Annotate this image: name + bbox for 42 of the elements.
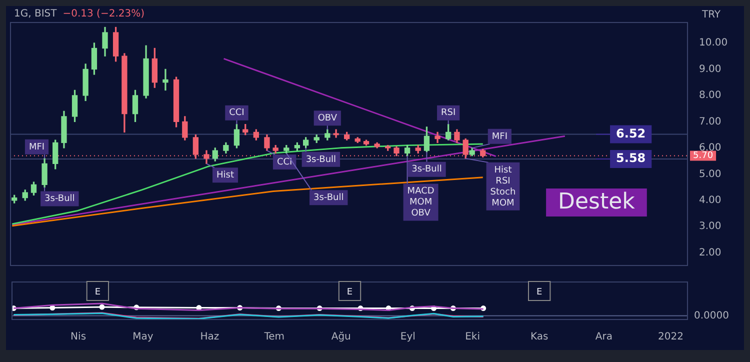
x-tick-label: 2022: [658, 332, 684, 343]
annotation: 3s-Bull: [412, 164, 442, 175]
ref-line-label: 0.0000: [694, 310, 729, 322]
annotation: E: [346, 287, 353, 298]
y-tick-label: 10.00: [699, 38, 728, 49]
annotation: OBV: [318, 113, 338, 124]
y-tick-label: 9.00: [699, 64, 722, 75]
y-tick-label: 8.00: [699, 90, 722, 102]
y-axis-title: TRY: [701, 10, 722, 21]
ref-line-label: 6.52: [616, 126, 646, 140]
annotation: CCI: [276, 157, 292, 168]
annotation: E: [94, 287, 101, 298]
x-tick-label: Nis: [70, 332, 86, 343]
x-tick-label: Ara: [595, 332, 613, 343]
annotation: Destek: [558, 189, 636, 214]
x-tick-label: Eki: [465, 332, 480, 343]
annotation: RSI: [441, 108, 456, 118]
y-tick-label: 3.00: [699, 221, 722, 232]
y-tick-label: 2.00: [699, 247, 722, 258]
ref-line-label: 5.70: [693, 151, 714, 162]
chart-subtitle: −0.13 (−2.23%): [62, 8, 145, 20]
annotation: E: [536, 287, 542, 298]
y-tick-label: 7.00: [699, 116, 722, 128]
annotation: 3s-Bull: [44, 194, 75, 204]
y-tick-label: 5.00: [699, 168, 722, 180]
y-tick-label: 4.00: [699, 195, 722, 206]
ref-line-label: 5.58: [616, 151, 646, 166]
x-tick-label: Eyl: [400, 332, 416, 343]
chart-title: 1G, BIST: [14, 8, 58, 20]
annotation: MFI: [28, 142, 45, 152]
x-tick-label: Ağu: [331, 332, 351, 343]
annotation: 3s-Bull: [313, 193, 344, 204]
annotation: MACD MOM OBV: [407, 186, 434, 219]
annotation: Hist RSI Stoch MOM: [490, 165, 516, 208]
x-tick-label: Haz: [200, 332, 220, 343]
x-tick-label: May: [132, 332, 154, 343]
annotation: MFI: [492, 132, 508, 142]
x-tick-label: Kas: [530, 332, 548, 343]
x-tick-label: Tem: [263, 332, 284, 343]
annotation: Hist: [216, 170, 234, 181]
annotation: 3s-Bull: [306, 154, 336, 165]
annotation: CCI: [229, 108, 244, 118]
